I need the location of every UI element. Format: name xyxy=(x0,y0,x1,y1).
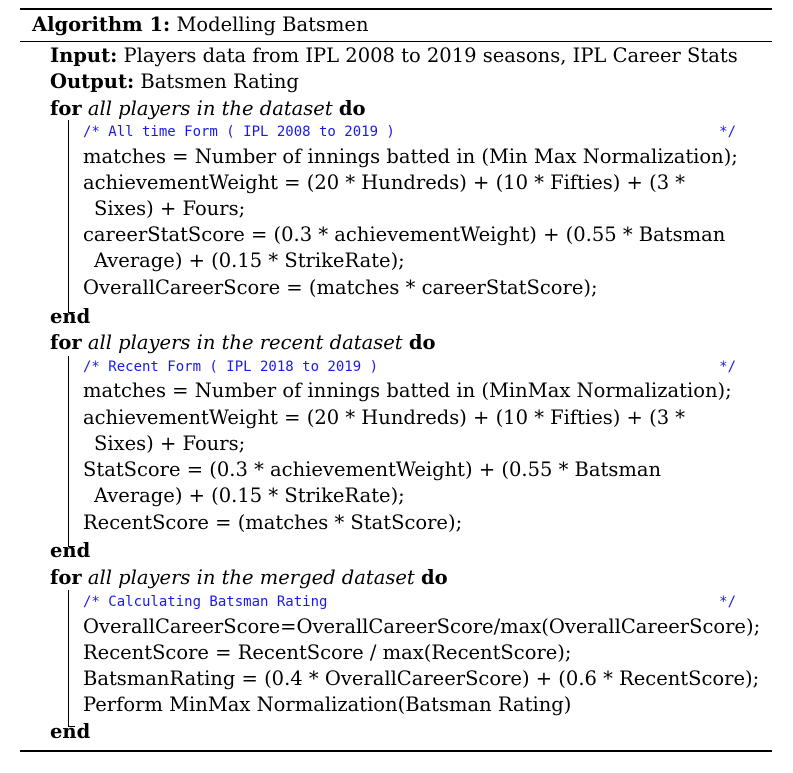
statement: matches = Number of innings batted in (M… xyxy=(83,379,732,402)
caption-rule xyxy=(20,41,772,42)
algorithm-caption: Algorithm 1: Modelling Batsmen xyxy=(32,12,369,38)
comment-close-2: */ xyxy=(719,359,736,375)
output-keyword: Output: xyxy=(50,70,135,93)
algorithm-label: Algorithm 1: xyxy=(32,13,171,36)
for-keyword: for xyxy=(50,331,82,354)
top-rule xyxy=(20,8,772,10)
statement-continuation: Sixes) + Fours; xyxy=(94,432,246,455)
do-keyword: do xyxy=(338,97,366,120)
block-tick-2 xyxy=(68,546,75,547)
for-keyword: for xyxy=(50,97,82,120)
algorithm-title: Modelling Batsmen xyxy=(176,13,369,36)
statement: achievementWeight = (20 * Hundreds) + (1… xyxy=(83,406,686,429)
input-text: Players data from IPL 2008 to 2019 seaso… xyxy=(123,44,738,67)
output-line: Output: Batsmen Rating xyxy=(50,69,299,95)
for-keyword: for xyxy=(50,566,82,589)
algorithm-box: Algorithm 1: Modelling Batsmen Input: Pl… xyxy=(20,0,772,773)
end-keyword-3: end xyxy=(50,720,91,743)
end-keyword-1: end xyxy=(50,305,91,328)
statement: achievementWeight = (20 * Hundreds) + (1… xyxy=(83,171,686,194)
statement: StatScore = (0.3 * achievementWeight) + … xyxy=(83,458,662,481)
block-tick-1 xyxy=(68,312,75,313)
block-bar-3 xyxy=(68,590,69,726)
bottom-rule xyxy=(20,750,772,752)
end-keyword-2: end xyxy=(50,539,91,562)
statement: Perform MinMax Normalization(Batsman Rat… xyxy=(83,693,572,716)
do-keyword: do xyxy=(420,566,448,589)
do-keyword: do xyxy=(408,331,436,354)
block-bar-2 xyxy=(68,356,69,546)
output-text: Batsmen Rating xyxy=(140,70,299,93)
loop-condition: all players in the recent dataset xyxy=(87,331,403,354)
comment-close-1: */ xyxy=(719,124,736,140)
statement: RecentScore = RecentScore / max(RecentSc… xyxy=(83,641,572,664)
comment-1: /* All time Form ( IPL 2008 to 2019 ) xyxy=(83,124,395,140)
loop-condition: all players in the dataset xyxy=(87,97,333,120)
statement-continuation: Average) + (0.15 * StrikeRate); xyxy=(94,484,405,507)
for-line-2: for all players in the recent dataset do xyxy=(50,330,435,356)
block-bar-1 xyxy=(68,120,69,312)
for-line-3: for all players in the merged dataset do xyxy=(50,565,448,591)
input-keyword: Input: xyxy=(50,44,118,67)
comment-close-3: */ xyxy=(719,594,736,610)
statement: matches = Number of innings batted in (M… xyxy=(83,145,738,168)
block-tick-3 xyxy=(68,726,75,727)
statement: careerStatScore = (0.3 * achievementWeig… xyxy=(83,223,726,246)
comment-3: /* Calculating Batsman Rating xyxy=(83,594,328,610)
statement-continuation: Average) + (0.15 * StrikeRate); xyxy=(94,249,405,272)
statement: OverallCareerScore=OverallCareerScore/ma… xyxy=(83,615,761,638)
statement: RecentScore = (matches * StatScore); xyxy=(83,511,463,534)
statement: BatsmanRating = (0.4 * OverallCareerScor… xyxy=(83,667,760,690)
statement-continuation: Sixes) + Fours; xyxy=(94,197,246,220)
comment-2: /* Recent Form ( IPL 2018 to 2019 ) xyxy=(83,359,379,375)
loop-condition: all players in the merged dataset xyxy=(87,566,415,589)
for-line-1: for all players in the dataset do xyxy=(50,96,366,122)
statement: OverallCareerScore = (matches * careerSt… xyxy=(83,276,598,299)
input-line: Input: Players data from IPL 2008 to 201… xyxy=(50,43,738,69)
